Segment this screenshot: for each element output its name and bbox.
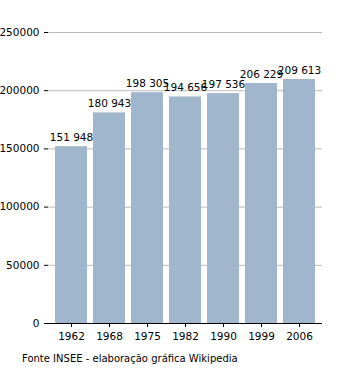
svg-text:206 229: 206 229 xyxy=(240,68,283,80)
svg-text:180 943: 180 943 xyxy=(88,97,131,109)
svg-text:1982: 1982 xyxy=(172,330,199,342)
svg-text:194 656: 194 656 xyxy=(163,81,208,94)
svg-text:197 536: 197 536 xyxy=(201,77,246,90)
svg-text:2006: 2006 xyxy=(286,330,313,342)
svg-text:50000: 50000 xyxy=(6,259,39,271)
svg-text:100000: 100000 xyxy=(0,200,40,212)
html-text:Fonte INSEE - elaboração gráfi: Fonte INSEE - elaboração gráfica Wikiped… xyxy=(22,353,238,364)
svg-text:250000: 250000 xyxy=(0,26,40,38)
svg-text:200000: 200000 xyxy=(0,84,40,96)
svg-text:1968: 1968 xyxy=(96,330,123,342)
svg-text:198 305: 198 305 xyxy=(126,77,169,89)
svg-text:0: 0 xyxy=(33,317,40,329)
svg-text:209 613: 209 613 xyxy=(278,64,321,76)
svg-text:1975: 1975 xyxy=(134,330,161,342)
svg-text:1999: 1999 xyxy=(248,330,275,342)
svg-text:1962: 1962 xyxy=(58,330,85,342)
svg-text:151 948: 151 948 xyxy=(50,131,93,143)
svg-text:150000: 150000 xyxy=(0,142,40,154)
svg-text:1990: 1990 xyxy=(210,330,237,342)
